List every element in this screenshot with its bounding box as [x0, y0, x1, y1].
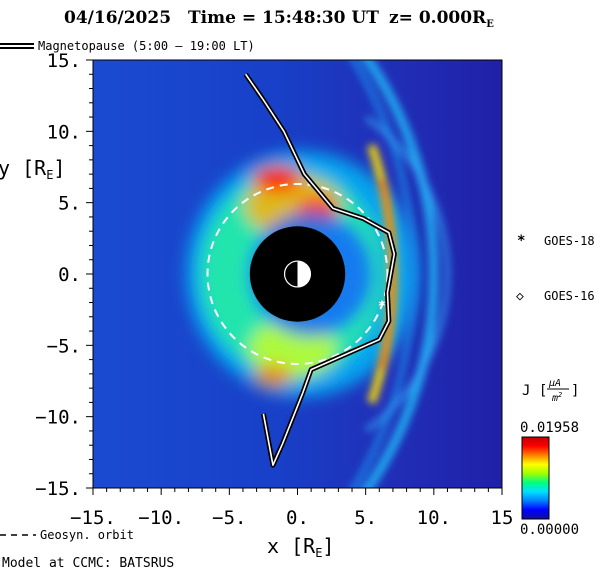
x-axis-ticks: −15. −10. −5. 0. 5. 10. 15 — [70, 488, 513, 529]
y-axis-ticks: 15. 10. 5. 0. −5. −10. −15. — [35, 50, 93, 500]
y-tick-label: 0. — [58, 264, 81, 286]
geosyn-orbit — [206, 183, 389, 365]
earth-icon — [283, 260, 312, 288]
goes-18-symbol: * — [517, 233, 525, 249]
colorbar: J [ μA m2 ] 0.01958 0.00000 — [520, 378, 579, 538]
y-tick-label: −15. — [35, 478, 81, 500]
field-south-peak — [253, 363, 293, 389]
satellite-marker: * — [378, 299, 386, 314]
y-tick-label: 10. — [47, 121, 81, 143]
goes-16-symbol: ◇ — [516, 289, 524, 304]
y-axis-label: y [RE] — [0, 156, 65, 182]
title-date: 04/16/2025 — [64, 8, 171, 28]
colorbar-gradient — [521, 436, 550, 520]
y-tick-label: 15. — [47, 50, 81, 72]
magnetopause-curve — [245, 73, 396, 466]
x-tick-label: −10. — [138, 507, 184, 529]
x-tick-label: 0. — [286, 507, 309, 529]
colorbar-unit-num: μA — [548, 378, 561, 389]
magnetopause-legend-label: Magnetopause (5:00 – 19:00 LT) — [38, 39, 255, 53]
x-tick-label: 15 — [491, 507, 514, 529]
mid-shock-arc — [364, 115, 451, 433]
title-time: Time = 15:48:30 UT — [188, 8, 379, 28]
far-shock-arc — [349, 60, 417, 488]
field-north-peak — [252, 164, 302, 193]
x-tick-label: 10. — [417, 507, 451, 529]
colorbar-max-label: 0.01958 — [520, 420, 579, 436]
colorbar-min-label: 0.00000 — [520, 522, 579, 538]
y-tick-label: 5. — [58, 193, 81, 215]
goes-16-label: GOES-16 — [544, 289, 595, 303]
colorbar-unit-den: m2 — [551, 391, 562, 404]
x-tick-label: −15. — [70, 507, 116, 529]
satellite-markers: * — [378, 299, 386, 314]
colorbar-unit-close: ] — [571, 383, 579, 399]
geosyn-legend-label: Geosyn. orbit — [40, 528, 134, 542]
title-z: z= 0.000RE — [389, 8, 494, 30]
x-tick-label: 5. — [354, 507, 377, 529]
outer-shock-arc — [362, 60, 439, 488]
footer-source: Model at CCMC: BATSRUS — [2, 556, 174, 571]
goes-18-label: GOES-18 — [544, 234, 595, 248]
x-axis-label: x [RE] — [267, 534, 334, 560]
y-tick-label: −10. — [35, 407, 81, 429]
x-tick-label: −5. — [212, 507, 246, 529]
colorbar-label: J [ — [522, 383, 547, 399]
y-tick-label: −5. — [47, 335, 81, 357]
satellite-legend: * GOES-18 ◇ GOES-16 — [516, 233, 595, 304]
